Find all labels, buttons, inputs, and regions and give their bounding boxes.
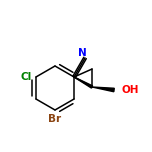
Polygon shape (74, 77, 93, 88)
Text: Cl: Cl (20, 72, 32, 82)
Text: N: N (78, 48, 86, 58)
Text: OH: OH (121, 85, 139, 95)
Text: Br: Br (48, 114, 62, 124)
Polygon shape (92, 87, 114, 92)
